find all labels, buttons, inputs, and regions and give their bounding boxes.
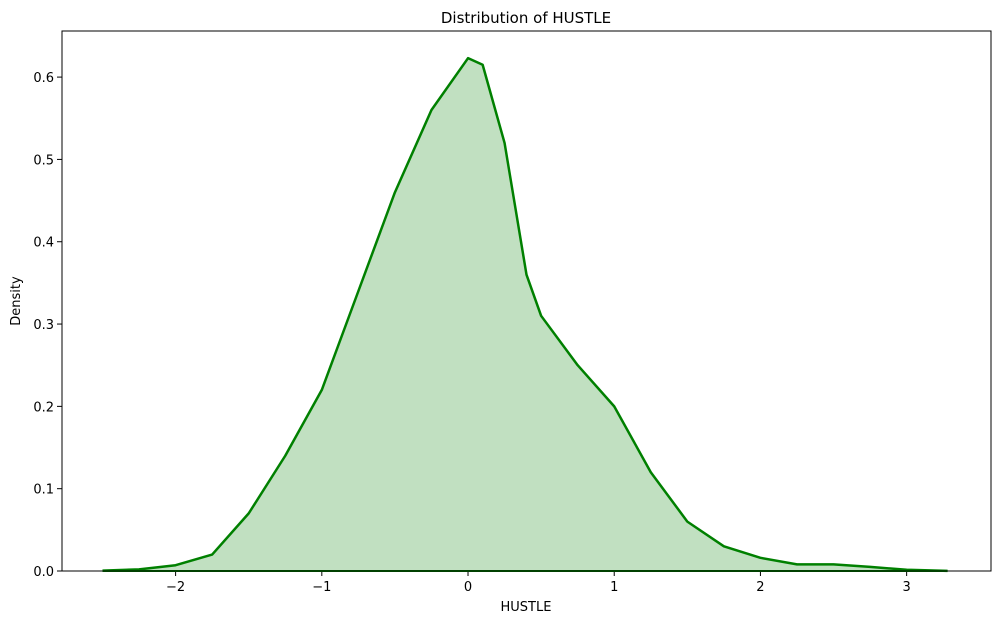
y-tick-label: 0.2 (33, 400, 54, 415)
y-tick-label: 0.6 (33, 71, 54, 86)
x-tick-label: 3 (902, 580, 910, 595)
density-area (102, 58, 948, 572)
x-tick-label: −2 (166, 580, 185, 595)
x-tick-label: 2 (756, 580, 764, 595)
y-tick-label: 0.5 (33, 153, 54, 168)
density-line (102, 56, 948, 573)
x-tick-label: −1 (312, 580, 331, 595)
plot-frame (61, 30, 992, 572)
y-tick-label: 0.1 (33, 483, 54, 498)
x-tick-label: 1 (610, 580, 618, 595)
y-tick-label: 0.3 (33, 318, 54, 333)
x-tick-label: 0 (464, 580, 472, 595)
chart-title: Distribution of HUSTLE (441, 9, 611, 27)
y-axis-label: Density (9, 276, 24, 326)
y-tick-label: 0.0 (33, 565, 54, 580)
x-axis-label: HUSTLE (501, 600, 552, 615)
y-tick-label: 0.4 (33, 236, 54, 251)
